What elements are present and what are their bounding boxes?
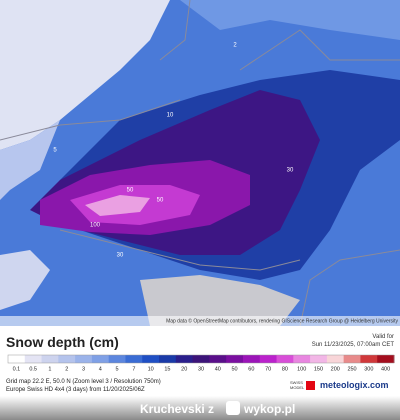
scale-label: 3 <box>82 366 85 372</box>
scale-label: 7 <box>132 366 135 372</box>
color-cell <box>276 355 294 363</box>
contour-label: 50 <box>127 188 134 194</box>
no-snow-area <box>140 275 300 326</box>
scale-label: 30 <box>198 366 204 372</box>
color-cell <box>377 355 395 363</box>
valid-label: Valid for <box>372 334 394 340</box>
scale-label: 15 <box>164 366 170 372</box>
contour-label: 10 <box>167 113 174 119</box>
valid-time: Sun 11/23/2025, 07:00am CET <box>311 342 394 348</box>
color-cell <box>8 355 26 363</box>
scale-label: 50 <box>232 366 238 372</box>
scale-label: 100 <box>297 366 306 372</box>
color-cell <box>293 355 311 363</box>
attribution: Map data © OpenStreetMap contributors, r… <box>166 317 398 324</box>
contour-label: 30 <box>117 253 124 259</box>
scale-label: 40 <box>215 366 221 372</box>
color-cell <box>159 355 177 363</box>
scale-label: 150 <box>314 366 323 372</box>
scale-label: 300 <box>364 366 373 372</box>
swiss-badge: SWISS MODEL <box>290 380 305 390</box>
light-snow-area <box>0 120 60 200</box>
color-scale-frame <box>7 354 395 364</box>
scale-label: 5 <box>116 366 119 372</box>
contour-label: 30 <box>287 168 294 174</box>
snow-area <box>180 0 400 40</box>
light-snow-area <box>0 250 50 310</box>
color-cell <box>108 355 126 363</box>
scale-label: 80 <box>282 366 288 372</box>
watermark-bar <box>0 396 400 420</box>
scale-label: 0.5 <box>29 366 37 372</box>
color-cell <box>209 355 227 363</box>
scale-label: 4 <box>99 366 102 372</box>
border <box>0 0 400 326</box>
contour-label: 50 <box>157 198 164 204</box>
color-cell <box>41 355 59 363</box>
color-cell <box>125 355 143 363</box>
color-cell <box>24 355 43 363</box>
contour-label: 2 <box>233 43 237 49</box>
wykop-logo <box>226 401 240 415</box>
color-cell <box>242 355 261 363</box>
color-cell <box>192 355 210 363</box>
legend-title: Snow depth (cm) <box>6 334 119 350</box>
color-scale: 0.1 0.5 1 2 3 4 5 7 10 15 20 30 40 50 60 70 80 100 150 200 2… <box>7 354 395 372</box>
light-snow-area <box>0 0 170 150</box>
scale-label: 400 <box>381 366 390 372</box>
color-cell <box>343 355 361 363</box>
contour-label: 100 <box>90 223 101 229</box>
color-cell <box>326 355 345 363</box>
attribution-bg <box>0 316 400 326</box>
contour-label: 5 <box>53 148 57 154</box>
scale-label: 0.1 <box>13 366 21 372</box>
color-cell <box>259 355 278 363</box>
color-cell <box>360 355 378 363</box>
grid-info: Grid map 22.2 E, 50.0 N (Zoom level 3 / … <box>6 379 161 385</box>
color-cell <box>58 355 76 363</box>
scale-label: 70 <box>265 366 271 372</box>
scale-label: 10 <box>148 366 154 372</box>
scale-label: 250 <box>347 366 356 372</box>
scale-label: 200 <box>331 366 340 372</box>
brand: meteologix.com <box>320 380 389 390</box>
scale-label: 60 <box>248 366 254 372</box>
contour-labels: 2 5 10 30 50 100 50 30 <box>53 43 294 259</box>
color-cell <box>142 355 160 363</box>
color-cell <box>310 355 328 363</box>
scale-label: 2 <box>65 366 68 372</box>
very-deep-snow-area <box>85 195 150 216</box>
swiss-flag <box>306 381 315 390</box>
scale-label: 1 <box>48 366 51 372</box>
color-cell <box>175 355 194 363</box>
scale-label: 20 <box>181 366 187 372</box>
color-cell <box>91 355 110 363</box>
watermark-site: wykop.pl <box>244 402 296 416</box>
model-info: Europe Swiss HD 4x4 (3 days) from 11/20/… <box>6 387 145 393</box>
map: 2 5 10 30 50 100 50 30 Map data © OpenStreetMap… <box>0 0 400 326</box>
color-cell <box>75 355 93 363</box>
watermark-user: Kruchevski z <box>140 402 215 416</box>
color-cell <box>226 355 244 363</box>
